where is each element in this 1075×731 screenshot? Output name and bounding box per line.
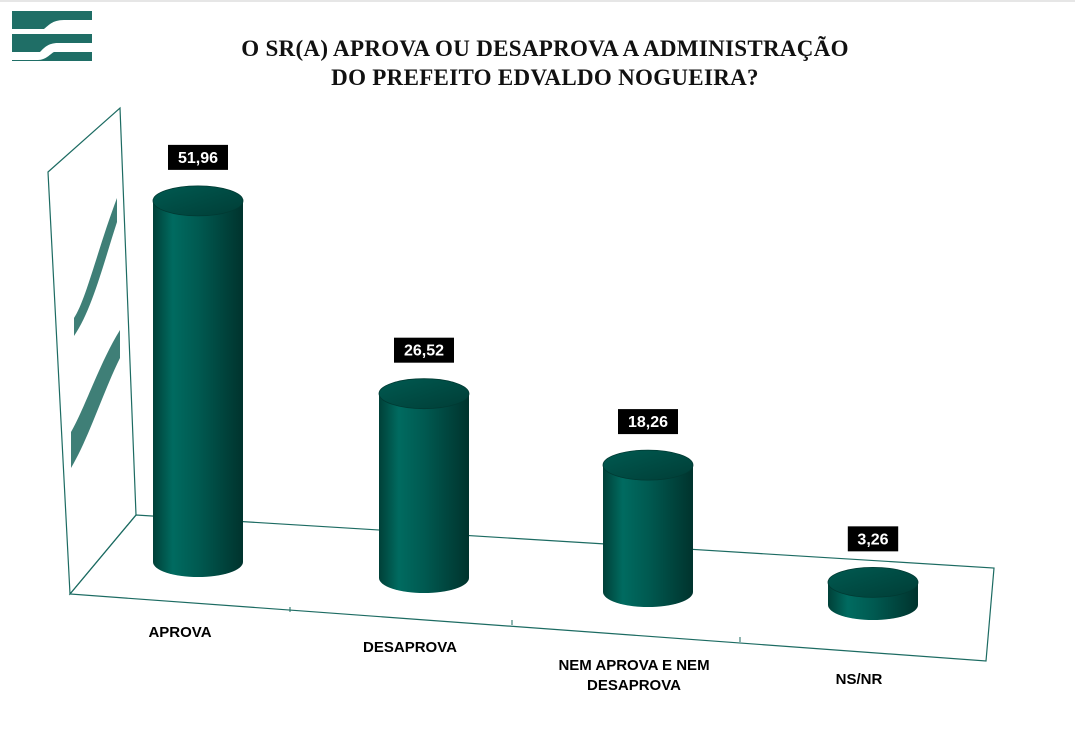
- data-label: 3,26: [857, 531, 888, 548]
- category-label-line: DESAPROVA: [363, 639, 457, 656]
- top-border: [0, 0, 1075, 2]
- bar-series: [152, 185, 919, 620]
- data-label: 51,96: [178, 150, 218, 167]
- bar-body: [603, 465, 693, 607]
- data-label: 18,26: [628, 414, 668, 431]
- data-label: 26,52: [404, 343, 444, 360]
- wall-logo-stroke-1: [74, 198, 117, 336]
- category-label: NEM APROVA E NEM DESAPROVA: [558, 657, 709, 694]
- wall-logo-stroke-2: [71, 330, 120, 468]
- bar-body: [153, 200, 243, 578]
- chart-title-line-2: DO PREFEITO EDVALDO NOGUEIRA?: [331, 65, 759, 90]
- bar: [152, 185, 244, 578]
- data-label-box: [394, 337, 454, 363]
- chart-back-wall: [47, 106, 137, 596]
- bar: [602, 449, 694, 607]
- bar: [827, 566, 919, 620]
- bar-top: [602, 449, 694, 481]
- chart-floor: [68, 514, 995, 662]
- floor-plane: [68, 514, 995, 662]
- chart-title-line-1: O SR(A) APROVA OU DESAPROVA A ADMINISTRA…: [241, 36, 849, 61]
- category-label: NS/NR: [836, 671, 883, 688]
- category-label-line: APROVA: [148, 624, 211, 641]
- data-label-box: [168, 144, 228, 170]
- bar-top: [152, 185, 244, 217]
- category-label-line: NS/NR: [836, 671, 883, 688]
- chart-title: O SR(A) APROVA OU DESAPROVA A ADMINISTRA…: [150, 34, 940, 92]
- category-label-line: DESAPROVA: [587, 677, 681, 694]
- bar-top: [378, 378, 470, 410]
- bar-top: [827, 566, 919, 598]
- category-label: APROVA: [148, 624, 211, 641]
- data-label-box: [847, 526, 899, 552]
- data-label-box: [618, 409, 678, 435]
- company-logo: [12, 11, 92, 61]
- category-label: DESAPROVA: [363, 639, 457, 656]
- back-wall-panel: [47, 106, 137, 596]
- bar: [378, 378, 470, 593]
- category-label-line: NEM APROVA E NEM: [558, 657, 709, 674]
- bar-body: [379, 393, 469, 593]
